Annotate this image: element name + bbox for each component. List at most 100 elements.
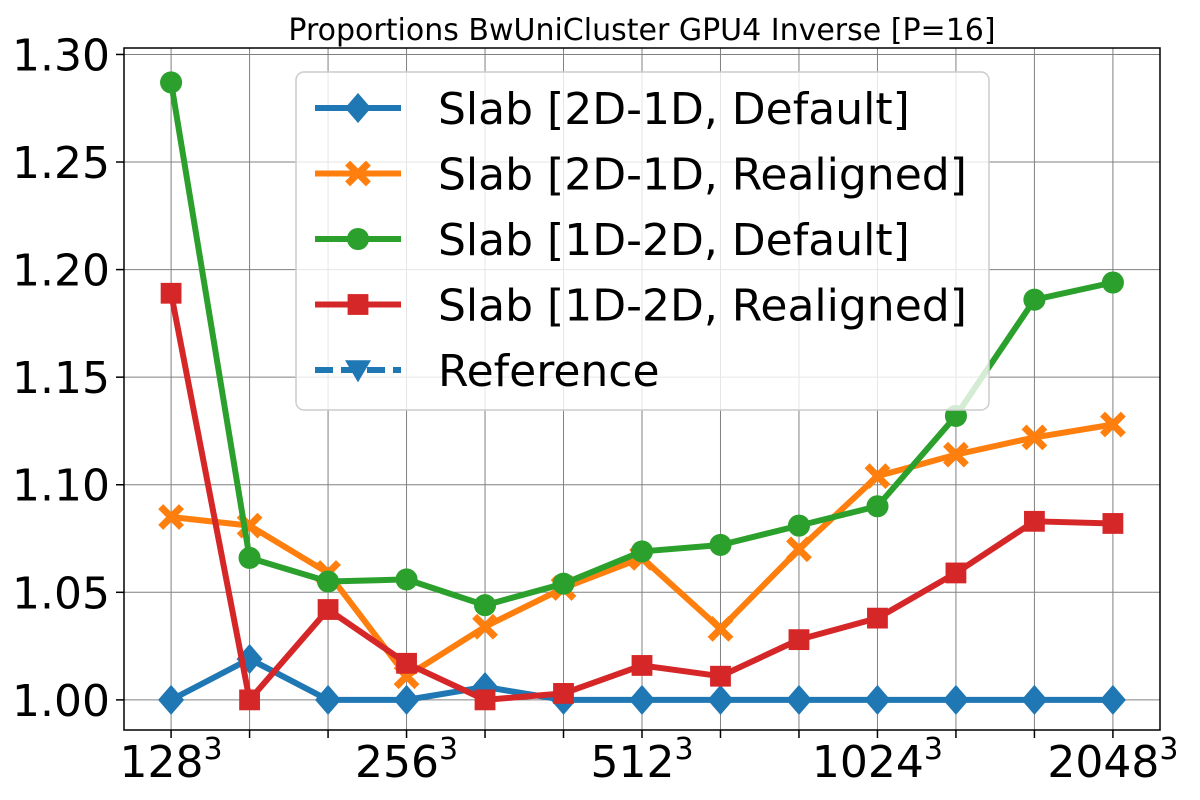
x-marker <box>345 160 371 187</box>
circle-marker <box>317 570 340 593</box>
legend: Slab [2D-1D, Default] Slab [2D-1D, Realig… <box>295 71 990 411</box>
circle-marker <box>238 546 261 569</box>
series-0 <box>158 644 1126 715</box>
x-tick-exponent: 3 <box>439 732 458 767</box>
x-marker-stroke <box>707 616 734 642</box>
legend-item: Reference <box>315 346 660 397</box>
series-layer <box>158 71 1126 715</box>
diamond-marker <box>393 684 420 715</box>
x-marker <box>707 616 734 642</box>
x-tick-base: 512 <box>590 737 674 788</box>
x-tick-label: 5123 <box>590 732 693 788</box>
diamond-marker <box>785 684 812 715</box>
circle-marker <box>787 514 811 537</box>
diamond-marker <box>315 684 342 715</box>
x-marker-stroke <box>158 504 184 530</box>
x-tick-label: 20483 <box>1047 732 1178 788</box>
circle-marker <box>1023 288 1046 311</box>
legend-label: Slab [1D-2D, Realigned] <box>438 281 967 332</box>
legend-frame <box>295 71 990 411</box>
x-tick-base: 128 <box>120 737 204 788</box>
x-marker <box>472 613 498 640</box>
circle-marker <box>473 594 497 617</box>
x-tick-base: 256 <box>355 737 439 788</box>
x-tick-exponent: 3 <box>924 732 943 767</box>
series-3 <box>160 282 1124 711</box>
square-marker <box>347 294 369 315</box>
legend-label: Reference <box>438 346 660 397</box>
x-marker <box>1100 411 1126 438</box>
x-tick-exponent: 3 <box>1159 732 1178 767</box>
chart-title: Proportions BwUniCluster GPU4 Inverse [P… <box>288 13 995 48</box>
legend-label: Slab [2D-1D, Realigned] <box>438 150 967 201</box>
y-axis: 1.00 1.05 1.10 1.15 1.20 1.25 1.30 <box>12 30 124 727</box>
circle-marker <box>160 71 183 94</box>
x-tick-label: 1283 <box>120 732 223 788</box>
diamond-marker <box>472 672 499 702</box>
square-marker <box>1102 513 1124 534</box>
x-marker-stroke <box>345 160 371 187</box>
x-marker-stroke <box>786 536 812 563</box>
x-tick-label: 2563 <box>355 732 458 788</box>
x-marker <box>864 463 891 490</box>
circle-marker <box>395 568 418 591</box>
square-marker <box>396 652 417 674</box>
x-tick-base: 1024 <box>812 737 924 788</box>
y-tick-label: 1.15 <box>12 353 110 404</box>
square-marker <box>788 629 810 651</box>
square-marker <box>160 282 182 304</box>
y-tick-label: 1.10 <box>12 461 110 512</box>
legend-item: Slab [2D-1D, Default] <box>315 84 910 135</box>
legend-item: Slab [2D-1D, Realigned] <box>315 150 967 201</box>
circle-marker <box>709 533 732 557</box>
x-marker-stroke <box>1100 411 1126 438</box>
x-marker <box>943 441 969 468</box>
x-tick-label: 10243 <box>812 732 943 788</box>
square-marker <box>867 607 888 629</box>
y-tick-label: 1.30 <box>12 30 110 81</box>
diamond-marker <box>158 684 185 715</box>
square-marker <box>239 689 260 711</box>
x-tick-exponent: 3 <box>674 732 693 767</box>
square-marker <box>553 683 574 704</box>
x-axis: 1283 2563 5123 10243 20483 <box>120 730 1178 788</box>
x-tick-base: 2048 <box>1047 737 1159 788</box>
circle-marker <box>866 495 889 518</box>
legend-item: Slab [1D-2D, Default] <box>315 215 910 266</box>
square-marker <box>631 655 653 676</box>
circle-marker <box>346 227 370 251</box>
square-marker <box>945 562 967 584</box>
square-marker <box>710 665 731 687</box>
x-marker <box>158 504 184 530</box>
x-marker <box>786 536 812 563</box>
x-marker-stroke <box>1021 424 1048 451</box>
triangle-marker <box>345 360 371 383</box>
circle-marker <box>552 572 575 595</box>
square-marker <box>317 599 339 620</box>
series-2 <box>160 71 1124 617</box>
x-tick-exponent: 3 <box>204 732 223 767</box>
legend-item: Slab [1D-2D, Realigned] <box>315 281 967 332</box>
y-tick-label: 1.05 <box>12 568 110 619</box>
square-marker <box>474 689 496 711</box>
circle-marker <box>1101 271 1124 294</box>
circle-marker <box>630 540 654 563</box>
x-marker-stroke <box>864 463 891 490</box>
diamond-marker <box>707 684 734 715</box>
x-marker-stroke <box>472 613 498 640</box>
x-marker <box>1021 424 1048 451</box>
square-marker <box>1024 510 1045 532</box>
legend-label: Slab [1D-2D, Default] <box>438 215 910 266</box>
y-tick-label: 1.20 <box>12 246 110 297</box>
diamond-marker <box>345 93 371 123</box>
diamond-marker <box>1021 684 1048 715</box>
y-tick-label: 1.00 <box>12 676 110 727</box>
diamond-marker <box>864 684 891 715</box>
diamond-marker <box>1099 684 1126 715</box>
legend-label: Slab [2D-1D, Default] <box>438 84 910 135</box>
diamond-marker <box>629 684 655 715</box>
x-marker-stroke <box>943 441 969 468</box>
y-tick-label: 1.25 <box>12 138 110 189</box>
diamond-marker <box>942 684 969 715</box>
